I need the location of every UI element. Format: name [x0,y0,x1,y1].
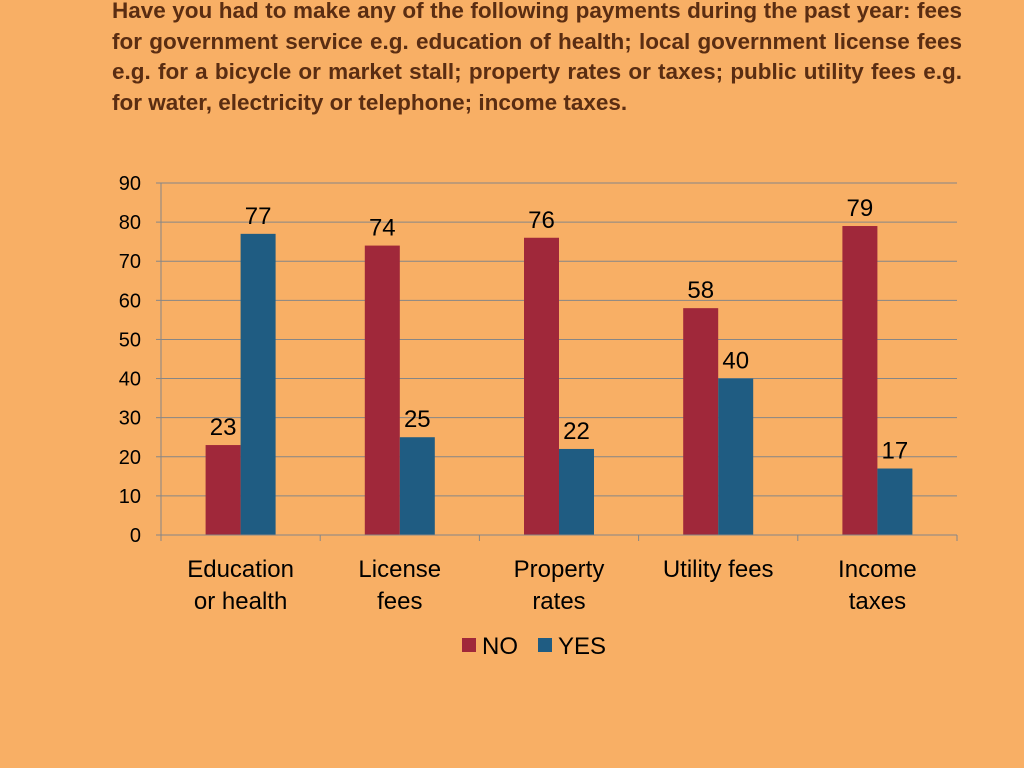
y-tick-label: 0 [130,525,141,547]
bar-no [205,445,241,535]
bar-no [683,308,719,535]
bar-yes [718,378,754,535]
y-tick-label: 40 [119,369,141,391]
x-tick-label: Utility fees [663,556,774,583]
legend-swatch-no [462,638,476,652]
y-axis: 0 10 20 30 40 50 60 70 80 90 [119,173,162,547]
data-label: 22 [563,418,590,445]
data-label: 74 [369,215,396,242]
data-label: 23 [210,414,237,441]
bar-no [364,245,400,536]
x-axis: Education or health License fees Property rat… [160,534,958,615]
bar-yes [399,437,435,535]
y-tick-label: 80 [119,212,141,234]
chart-title: Have you had to make any of the followin… [112,0,962,115]
y-tick-label: 70 [119,251,141,273]
x-tick-label: Income taxes [838,556,917,615]
bar-yes [559,448,594,535]
y-tick-label: 20 [119,447,141,469]
y-tick-label: 30 [119,408,141,430]
y-tick-label: 50 [119,329,141,351]
x-tick-label: License fees [358,556,441,615]
y-tick-label: 90 [119,173,141,195]
y-tick-label: 10 [119,486,141,508]
x-tick-label: Property rates [514,556,605,615]
legend-swatch-yes [538,638,552,652]
legend: NO YES [462,633,606,660]
bar-no [842,226,878,535]
data-label: 17 [882,438,909,465]
bar-yes [240,233,276,535]
data-label: 25 [404,406,431,433]
data-label: 79 [847,195,874,222]
data-label: 76 [528,207,555,234]
bar-no [524,237,559,535]
x-tick-label: Education or health [187,556,294,615]
data-label: 40 [722,348,749,375]
legend-label-yes: YES [558,633,606,660]
bars [205,226,913,536]
data-labels: 23 74 76 58 79 77 25 22 40 17 [210,195,909,464]
data-label: 58 [687,277,714,304]
data-label: 77 [245,203,272,230]
legend-label-no: NO [482,633,518,660]
y-tick-label: 60 [119,290,141,312]
bar-yes [877,468,913,535]
